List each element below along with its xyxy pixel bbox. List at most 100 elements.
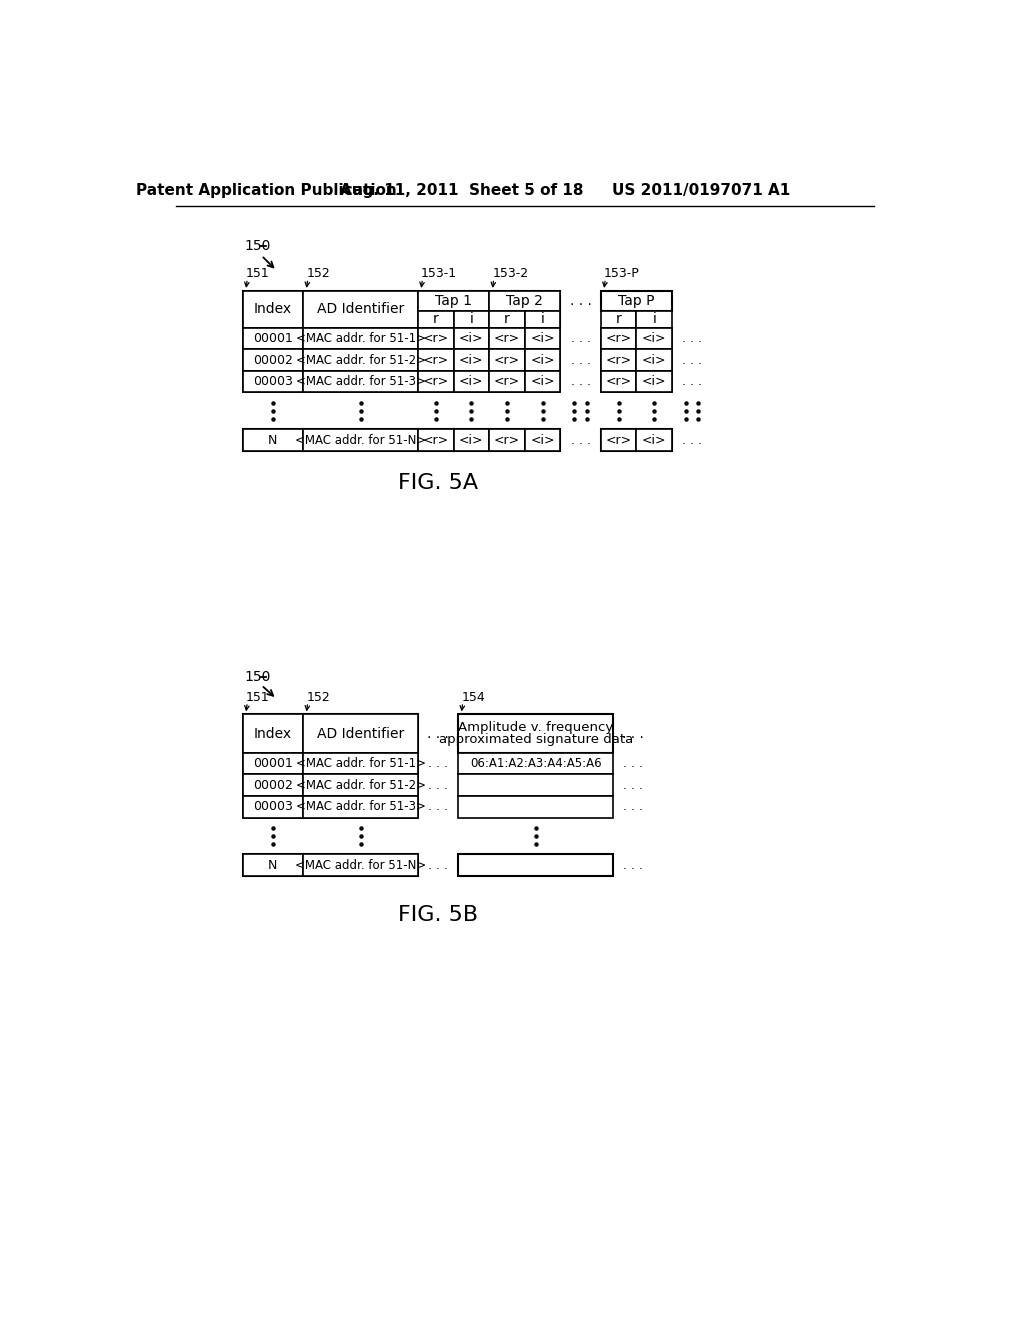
Bar (601, 350, 672, 371)
Bar (601, 350, 636, 371)
Bar (636, 350, 672, 371)
Bar (524, 429, 560, 451)
Bar (636, 371, 672, 392)
Text: Index: Index (254, 726, 292, 741)
Text: 150: 150 (245, 239, 270, 253)
Bar (243, 775, 303, 796)
Text: 153-1: 153-1 (421, 268, 457, 280)
Text: 00001: 00001 (253, 333, 293, 345)
Bar (243, 327, 303, 350)
Text: 152: 152 (306, 690, 330, 704)
Bar (243, 429, 303, 451)
Bar (303, 796, 418, 817)
Text: <r>: <r> (494, 333, 520, 345)
Text: 153-2: 153-2 (493, 268, 528, 280)
Bar (243, 290, 560, 327)
Text: <MAC addr. for 51-1>: <MAC addr. for 51-1> (296, 333, 426, 345)
Text: 00003: 00003 (253, 375, 293, 388)
Text: 00001: 00001 (253, 758, 293, 770)
Bar (303, 327, 418, 350)
Text: . . .: . . . (427, 726, 449, 741)
Text: approximated signature data: approximated signature data (438, 733, 633, 746)
Bar (454, 312, 489, 327)
Text: <i>: <i> (642, 434, 667, 446)
Text: 00002: 00002 (253, 354, 293, 367)
Text: FIG. 5B: FIG. 5B (398, 904, 478, 924)
Bar (418, 429, 454, 451)
Text: r: r (504, 313, 510, 326)
Text: <i>: <i> (642, 354, 667, 367)
Bar (524, 371, 560, 392)
Text: Amplitude v. frequency: Amplitude v. frequency (458, 721, 613, 734)
Text: <r>: <r> (605, 434, 632, 446)
Bar (243, 854, 418, 876)
Text: 06:A1:A2:A3:A4:A5:A6: 06:A1:A2:A3:A4:A5:A6 (470, 758, 601, 770)
Bar (601, 312, 636, 327)
Text: 152: 152 (306, 268, 330, 280)
Text: <r>: <r> (605, 333, 632, 345)
Bar (524, 350, 560, 371)
Text: US 2011/0197071 A1: US 2011/0197071 A1 (612, 183, 791, 198)
Text: . . .: . . . (682, 354, 702, 367)
Text: <MAC addr. for 51-2>: <MAC addr. for 51-2> (296, 779, 426, 792)
Text: 151: 151 (246, 690, 269, 704)
Text: Tap 1: Tap 1 (435, 294, 472, 308)
Text: . . .: . . . (428, 758, 449, 770)
Bar (636, 312, 672, 327)
Text: FIG. 5A: FIG. 5A (398, 474, 478, 494)
Text: <i>: <i> (459, 333, 483, 345)
Text: . . .: . . . (428, 800, 449, 813)
Bar (243, 371, 303, 392)
Text: <MAC addr. for 51-3>: <MAC addr. for 51-3> (296, 375, 425, 388)
Bar (243, 796, 418, 817)
Text: Index: Index (254, 302, 292, 317)
Text: <i>: <i> (530, 333, 555, 345)
Bar (489, 371, 525, 392)
Text: <MAC addr. for 51-1>: <MAC addr. for 51-1> (296, 758, 426, 770)
Text: <r>: <r> (605, 354, 632, 367)
Text: r: r (615, 313, 622, 326)
Text: N: N (268, 434, 278, 446)
Text: <MAC addr. for 51-2>: <MAC addr. for 51-2> (296, 354, 426, 367)
Bar (601, 371, 672, 392)
Text: <r>: <r> (423, 354, 449, 367)
Bar (489, 312, 525, 327)
Text: r: r (433, 313, 438, 326)
Bar (524, 312, 560, 327)
Bar (418, 312, 454, 327)
Text: <r>: <r> (494, 434, 520, 446)
Text: Patent Application Publication: Patent Application Publication (135, 183, 396, 198)
Bar (303, 714, 418, 752)
Bar (243, 350, 560, 371)
Bar (243, 752, 418, 775)
Text: Tap 2: Tap 2 (506, 294, 544, 308)
Bar (454, 371, 489, 392)
Text: <i>: <i> (642, 333, 667, 345)
Text: Aug. 11, 2011  Sheet 5 of 18: Aug. 11, 2011 Sheet 5 of 18 (340, 183, 583, 198)
Bar (636, 429, 672, 451)
Bar (489, 350, 525, 371)
Bar (601, 371, 636, 392)
Text: . . .: . . . (624, 779, 643, 792)
Text: <r>: <r> (423, 375, 449, 388)
Text: <i>: <i> (459, 375, 483, 388)
Text: N: N (268, 859, 278, 871)
Bar (601, 429, 672, 451)
Text: 150: 150 (245, 671, 270, 684)
Text: <i>: <i> (530, 434, 555, 446)
Text: 154: 154 (461, 690, 485, 704)
Bar (458, 752, 613, 775)
Text: 00002: 00002 (253, 779, 293, 792)
Text: . . .: . . . (569, 294, 592, 308)
Text: <r>: <r> (494, 354, 520, 367)
Text: <i>: <i> (459, 434, 483, 446)
Text: <MAC addr. for 51-3>: <MAC addr. for 51-3> (296, 800, 425, 813)
Text: . . .: . . . (624, 758, 643, 770)
Text: <i>: <i> (530, 354, 555, 367)
Text: 153-P: 153-P (604, 268, 640, 280)
Text: Tap P: Tap P (618, 294, 654, 308)
Bar (418, 350, 454, 371)
Bar (303, 854, 418, 876)
Bar (601, 327, 636, 350)
Bar (303, 775, 418, 796)
